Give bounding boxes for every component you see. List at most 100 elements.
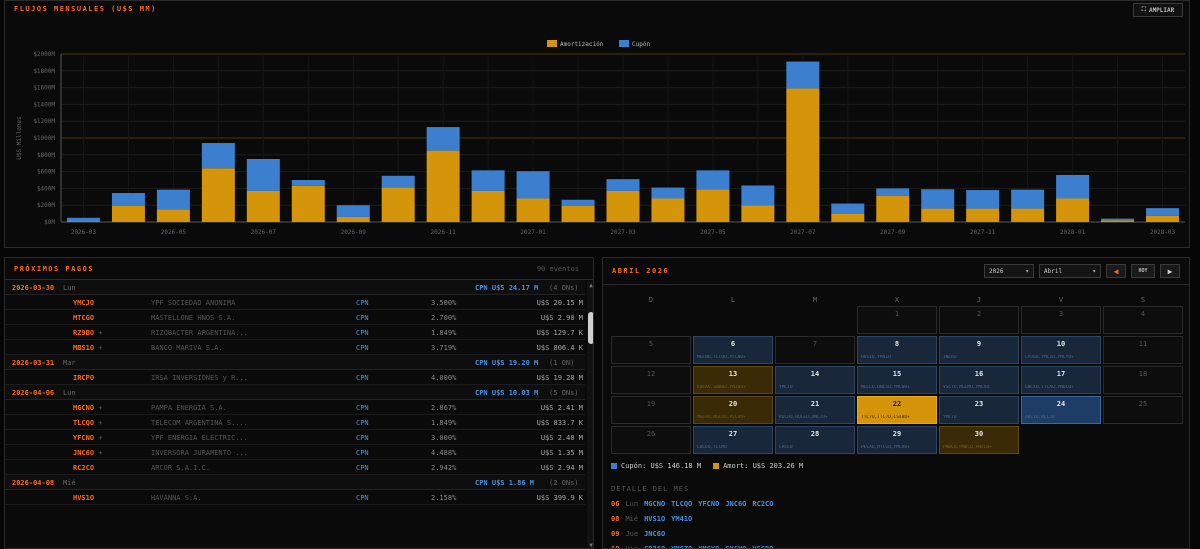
prev-month-button[interactable]: ◀ bbox=[1106, 264, 1126, 278]
bar-cupon bbox=[606, 179, 640, 191]
detalle-ticker[interactable]: CP36O bbox=[644, 545, 666, 549]
pagos-scrollbar[interactable]: ▲ ▼ bbox=[587, 282, 593, 549]
x-tick-label: 2027-05 bbox=[700, 229, 726, 236]
day-number: 11 bbox=[1138, 340, 1148, 348]
payment-ticker[interactable]: MGCNO + bbox=[73, 404, 103, 412]
calendar-day[interactable]: 16 VSCTO,MGCMO,YMCXO bbox=[939, 366, 1019, 394]
payment-ticker[interactable]: TLCQO + bbox=[73, 419, 103, 427]
next-month-button[interactable]: ▶ bbox=[1160, 264, 1180, 278]
calendar-day[interactable]: 21 RUCDO,RUCEO,DNC7O+ bbox=[775, 396, 855, 424]
payment-row[interactable]: TLCQO + TELECOM ARGENTINA S.... CPN 1.849% U… bbox=[5, 415, 585, 430]
detalle-day: 06 bbox=[611, 500, 620, 508]
calendar-day[interactable]: 10 CP36O,YMCZO,YMCYO+ bbox=[1021, 336, 1101, 364]
calendar-day[interactable]: 3 bbox=[1021, 306, 1101, 334]
calendar-day[interactable]: 19 bbox=[611, 396, 691, 424]
bar-amortizacion bbox=[1056, 198, 1090, 222]
payment-row[interactable]: RC2CO ARCOR S.A.I.C. CPN 2.942% U$S 2.94 M bbox=[5, 460, 585, 475]
calendar-day[interactable]: 25 bbox=[1103, 396, 1183, 424]
plus-icon: + bbox=[94, 404, 103, 412]
detalle-ticker[interactable]: MGCNO bbox=[644, 500, 666, 508]
payment-weekday: Lun bbox=[63, 284, 76, 292]
calendar-day[interactable]: 20 MGC9O,MGCOO,PLC4O+ bbox=[693, 396, 773, 424]
calendar-day[interactable]: 9 JNC6O bbox=[939, 336, 1019, 364]
payment-row[interactable]: RZ9BO + RIZOBACTER ARGENTINA... CPN 1.849% U… bbox=[5, 325, 585, 340]
calendar-day[interactable]: 18 bbox=[1103, 366, 1183, 394]
detalle-ticker[interactable]: YMCYO bbox=[698, 545, 720, 549]
payment-ticker[interactable]: MBS1O + bbox=[73, 344, 103, 352]
y-tick-label: $200M bbox=[37, 202, 55, 209]
payment-type: CPN bbox=[356, 449, 369, 457]
calendar-day[interactable]: 27 LOC6O,TLCMO bbox=[693, 426, 773, 454]
day-number: 20 bbox=[728, 400, 738, 408]
calendar-day[interactable]: 29 PECAO,MTCGO,YMCHO+ bbox=[857, 426, 937, 454]
weekday-header: J bbox=[976, 296, 982, 304]
payment-row[interactable]: MBS1O + BANCO MARIVA S.A. CPN 3.719% U$S 806… bbox=[5, 340, 585, 355]
payment-ticker[interactable]: HVS1O bbox=[73, 494, 95, 502]
payment-row[interactable]: JNC6O + INVERSORA JURAMENTO ... CPN 4.488% U… bbox=[5, 445, 585, 460]
scroll-down-icon[interactable]: ▼ bbox=[589, 542, 593, 549]
calendar-day[interactable]: 1 bbox=[857, 306, 937, 334]
amort-swatch bbox=[713, 463, 720, 469]
calendar-day[interactable]: 8 HVS1O,YM41O bbox=[857, 336, 937, 364]
calendar-day[interactable]: 5 bbox=[611, 336, 691, 364]
payment-row[interactable]: YFCNO + YPF ENERGIA ELECTRIC... CPN 3.000% U… bbox=[5, 430, 585, 445]
detalle-ticker[interactable]: SYCHO bbox=[725, 545, 747, 549]
payment-row[interactable]: IRCPO IRSA INVERSIONES y R... CPN 4.000% U$S… bbox=[5, 370, 585, 385]
detalle-ticker[interactable]: YFCNO bbox=[698, 500, 720, 508]
month-select[interactable]: Abril ▾ bbox=[1039, 264, 1101, 278]
day-tickers: ARC1O,RCCJO bbox=[1025, 415, 1055, 420]
today-button[interactable]: HOY bbox=[1131, 264, 1155, 278]
payment-ticker[interactable]: RZ9BO + bbox=[73, 329, 103, 337]
payment-ticker[interactable]: JNC6O + bbox=[73, 449, 103, 457]
calendar-day[interactable]: 7 bbox=[775, 336, 855, 364]
calendar-day[interactable]: 17 GNCXO,TTCAO,PNDCO+ bbox=[1021, 366, 1101, 394]
payment-date-row[interactable]: 2026-03-31 Mar CPN U$S 19.20 M (1 ON) bbox=[5, 355, 585, 370]
calendar-day[interactable]: 14 YMCIO bbox=[775, 366, 855, 394]
payment-row[interactable]: HVS1O HAVANNA S.A. CPN 2.158% U$S 399.9 K bbox=[5, 490, 585, 505]
detalle-ticker[interactable]: JNC6O bbox=[644, 530, 666, 538]
detalle-ticker[interactable]: YM41O bbox=[671, 515, 693, 523]
detalle-ticker[interactable]: JNC6O bbox=[725, 500, 747, 508]
pagos-header: PRÓXIMOS PAGOS 90 eventos bbox=[5, 258, 593, 280]
detalle-ticker[interactable]: TLCQO bbox=[671, 500, 693, 508]
scroll-up-icon[interactable]: ▲ bbox=[589, 282, 593, 289]
calendar-day[interactable]: 22 TTC7O,TTC7D,CS48O+ bbox=[857, 396, 937, 424]
payment-rate: 3.000% bbox=[431, 434, 457, 442]
flujos-title: FLUJOS MENSUALES (U$S MM) bbox=[14, 5, 157, 13]
payment-date-row[interactable]: 2026-04-08 Mié CPN U$S 1.86 M (2 ONs) bbox=[5, 475, 585, 490]
year-select[interactable]: 2026 ▾ bbox=[984, 264, 1034, 278]
calendar-day[interactable]: 24 ARC1O,RCCJO bbox=[1021, 396, 1101, 424]
detalle-ticker[interactable]: VSCRO bbox=[752, 545, 774, 549]
calendar-day[interactable]: 28 CRCEO bbox=[775, 426, 855, 454]
calendar-day[interactable]: 4 bbox=[1103, 306, 1183, 334]
detalle-ticker[interactable]: HVS1O bbox=[644, 515, 666, 523]
payment-ticker[interactable]: YFCNO + bbox=[73, 434, 103, 442]
payment-ticker[interactable]: YMCJO bbox=[73, 299, 95, 307]
payment-ticker[interactable]: IRCPO bbox=[73, 374, 95, 382]
calendar-day[interactable]: 2 bbox=[939, 306, 1019, 334]
bar-cupon bbox=[831, 203, 865, 214]
payment-row[interactable]: YMCJO YPF SOCIEDAD ANONIMA CPN 3.500% U$S 20… bbox=[5, 295, 585, 310]
payment-date-row[interactable]: 2026-03-30 Lun CPN U$S 24.17 M (4 ONs) bbox=[5, 280, 585, 295]
ampliar-button[interactable]: ⛶ AMPLIAR bbox=[1133, 3, 1183, 17]
calendar-day[interactable]: 12 bbox=[611, 366, 691, 394]
detalle-ticker[interactable]: YMCZO bbox=[671, 545, 693, 549]
calendar-day[interactable]: 30 PNDCO,PNDCD,PNXCO+ bbox=[939, 426, 1019, 454]
payment-date-row[interactable]: 2026-04-06 Lun CPN U$S 10.03 M (5 ONs) bbox=[5, 385, 585, 400]
calendar-day[interactable]: 26 bbox=[611, 426, 691, 454]
payment-row[interactable]: MGCNO + PAMPA ENERGIA S.A. CPN 2.867% U$S 2.… bbox=[5, 400, 585, 415]
payment-row[interactable]: MTCGO MASTELLONE HNOS S.A. CPN 2.700% U$S 2.… bbox=[5, 310, 585, 325]
detalle-ticker[interactable]: RC2CO bbox=[752, 500, 774, 508]
payment-ticker[interactable]: RC2CO bbox=[73, 464, 95, 472]
bar-cupon bbox=[381, 175, 415, 188]
calendar-day[interactable]: 23 YMCTO bbox=[939, 396, 1019, 424]
calendar-day[interactable]: 13 RUCAO,SNABO,PN38O+ bbox=[693, 366, 773, 394]
scroll-thumb[interactable] bbox=[588, 312, 593, 344]
calendar-day[interactable]: 6 MGCNO,TLCQO,YFCNO+ bbox=[693, 336, 773, 364]
payment-ticker[interactable]: MTCGO bbox=[73, 314, 95, 322]
payment-type: CPN bbox=[356, 374, 369, 382]
legend-amort-label: Amort: U$S 203.26 M bbox=[723, 462, 804, 470]
calendar-day[interactable]: 15 MGCLO,DNC5O,YMCWO+ bbox=[857, 366, 937, 394]
x-tick-label: 2026-07 bbox=[251, 229, 277, 236]
calendar-day[interactable]: 11 bbox=[1103, 336, 1183, 364]
